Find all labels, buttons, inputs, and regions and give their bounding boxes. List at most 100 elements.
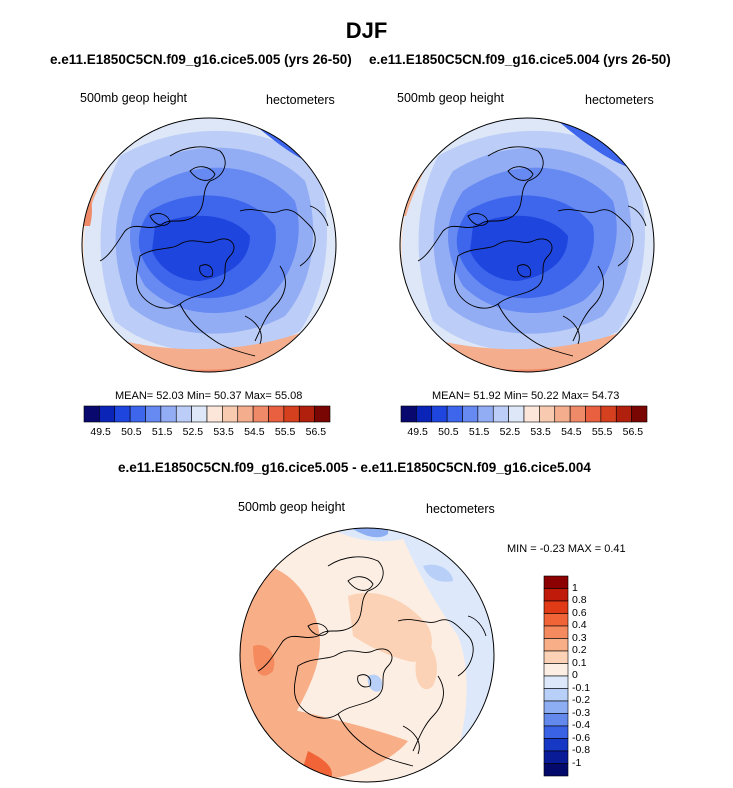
colorbar-tick-label: 54.5 — [561, 426, 582, 438]
colorbar-swatch — [543, 650, 569, 664]
colorbar-tick-label: 0.8 — [572, 594, 587, 606]
colorbar-swatch — [543, 663, 569, 677]
colorbar-swatch — [539, 405, 556, 423]
colorbar-swatch — [160, 405, 177, 423]
colorbar-swatch — [543, 588, 569, 602]
colorbar-tick-label: -1 — [572, 756, 582, 769]
colorbar-tick-label: -0.4 — [572, 719, 591, 731]
colorbar-tick-label: 0 — [572, 669, 578, 681]
colorbar-swatch — [543, 738, 569, 752]
colorbar-swatch — [314, 405, 331, 423]
right-panel-subtitle: e.e11.E1850C5CN.f09_g16.cice5.004 (yrs 2… — [369, 52, 671, 67]
colorbar-swatch — [631, 405, 648, 423]
colorbar-tick-label: 55.5 — [274, 426, 296, 438]
left-panel-stats: MEAN= 52.03 Min= 50.37 Max= 55.08 — [115, 390, 303, 402]
colorbar-swatch — [543, 625, 569, 639]
colorbar-swatch — [543, 688, 569, 702]
colorbar-swatch — [543, 575, 569, 589]
colorbar-swatch — [431, 405, 448, 423]
colorbar-tick-label: 51.5 — [151, 426, 173, 438]
colorbar-swatch — [543, 600, 569, 614]
colorbar-swatch — [99, 405, 116, 423]
colorbar-swatch — [543, 725, 569, 739]
diff-panel-label: 500mb geop height — [238, 500, 346, 514]
colorbar-tick-label: 51.5 — [468, 426, 490, 438]
right-polar-map — [399, 117, 655, 373]
right-panel-label: 500mb geop height — [397, 91, 505, 105]
colorbar-swatch — [585, 405, 602, 423]
colorbar-swatch — [615, 405, 632, 423]
colorbar-swatch — [83, 405, 100, 423]
colorbar-tick-label: 56.5 — [622, 426, 644, 438]
colorbar-tick-label: 50.5 — [121, 426, 142, 438]
colorbar-tick-label: 50.5 — [438, 426, 459, 438]
colorbar-tick-label: 49.5 — [407, 426, 428, 438]
colorbar-swatch — [446, 405, 463, 423]
colorbar-swatch — [543, 613, 569, 627]
colorbar-tick-label: 49.5 — [90, 426, 111, 438]
colorbar-swatch — [543, 713, 569, 727]
diff-colorbar-ticks: 1 0.8 0.6 0.4 0.3 0.2 0.1 0 -0.1 -0.2 -0.3 -0.4 -0.6… — [572, 576, 612, 776]
right-colorbar — [400, 405, 648, 423]
diff-polar-map — [239, 527, 495, 783]
colorbar-swatch — [477, 405, 494, 423]
diff-panel-subtitle: e.e11.E1850C5CN.f09_g16.cice5.005 - e.e1… — [118, 460, 591, 475]
colorbar-swatch — [416, 405, 433, 423]
colorbar-tick-label: 53.5 — [213, 426, 234, 438]
colorbar-swatch — [114, 405, 131, 423]
colorbar-tick-label: -0.2 — [572, 694, 591, 706]
left-colorbar-ticks: 49.5 50.5 51.5 52.5 53.5 54.5 55.5 56.5 — [84, 426, 330, 440]
colorbar-swatch — [129, 405, 146, 423]
colorbar-tick-label: -0.3 — [572, 706, 591, 719]
left-polar-map — [81, 117, 337, 373]
colorbar-swatch — [283, 405, 300, 423]
diff-colorbar — [543, 575, 569, 777]
colorbar-swatch — [145, 405, 162, 423]
colorbar-swatch — [252, 405, 269, 423]
right-panel-stats: MEAN= 51.92 Min= 50.22 Max= 54.73 — [432, 390, 620, 402]
colorbar-tick-label: 56.5 — [305, 426, 327, 438]
colorbar-tick-label: 52.5 — [182, 426, 204, 438]
colorbar-swatch — [569, 405, 586, 423]
colorbar-tick-label: 0.4 — [572, 619, 587, 631]
diff-panel-stats: MIN = -0.23 MAX = 0.41 — [507, 543, 626, 555]
right-panel-units: hectometers — [585, 93, 654, 107]
colorbar-swatch — [222, 405, 239, 423]
colorbar-swatch — [237, 405, 254, 423]
colorbar-tick-label: 54.5 — [244, 426, 265, 438]
colorbar-swatch — [462, 405, 479, 423]
colorbar-swatch — [554, 405, 571, 423]
diff-panel-units: hectometers — [426, 502, 495, 516]
colorbar-swatch — [543, 750, 569, 764]
left-colorbar — [83, 405, 331, 423]
colorbar-tick-label: 1 — [572, 581, 578, 594]
colorbar-swatch — [298, 405, 315, 423]
page-title: DJF — [345, 18, 388, 43]
colorbar-swatch — [543, 675, 569, 689]
colorbar-tick-label: -0.8 — [572, 744, 591, 756]
colorbar-swatch — [206, 405, 223, 423]
colorbar-swatch — [543, 638, 569, 652]
colorbar-swatch — [400, 405, 417, 423]
colorbar-swatch — [508, 405, 525, 423]
colorbar-tick-label: -0.6 — [572, 731, 591, 744]
colorbar-tick-label: 0.1 — [572, 656, 587, 669]
colorbar-swatch — [543, 700, 569, 714]
colorbar-tick-label: 52.5 — [499, 426, 521, 438]
left-panel-label: 500mb geop height — [80, 91, 188, 105]
colorbar-tick-label: 55.5 — [591, 426, 613, 438]
colorbar-swatch — [523, 405, 540, 423]
left-panel-subtitle: e.e11.E1850C5CN.f09_g16.cice5.005 (yrs 2… — [50, 52, 352, 67]
colorbar-tick-label: 0.6 — [572, 606, 587, 619]
colorbar-swatch — [543, 763, 569, 777]
colorbar-swatch — [600, 405, 617, 423]
left-panel-units: hectometers — [266, 93, 335, 107]
colorbar-swatch — [268, 405, 285, 423]
colorbar-tick-label: -0.1 — [572, 681, 591, 694]
colorbar-swatch — [191, 405, 208, 423]
right-colorbar-ticks: 49.5 50.5 51.5 52.5 53.5 54.5 55.5 56.5 — [401, 426, 647, 440]
colorbar-swatch — [492, 405, 509, 423]
colorbar-tick-label: 53.5 — [530, 426, 551, 438]
colorbar-tick-label: 0.3 — [572, 631, 587, 644]
colorbar-swatch — [175, 405, 192, 423]
